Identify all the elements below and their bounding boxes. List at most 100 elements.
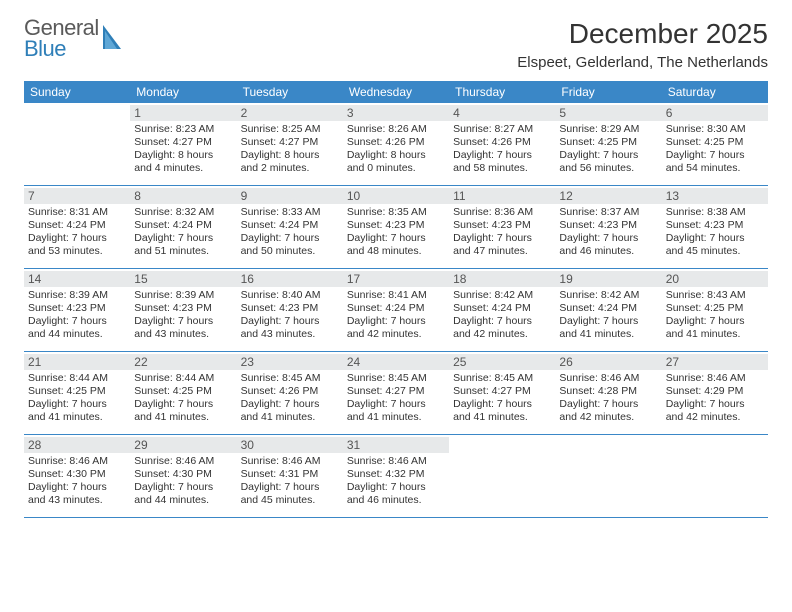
daylight-text: Daylight: 7 hours and 43 minutes. <box>28 481 126 507</box>
dow-tuesday: Tuesday <box>237 81 343 103</box>
daylight-text: Daylight: 7 hours and 44 minutes. <box>134 481 232 507</box>
day-cell: 31Sunrise: 8:46 AMSunset: 4:32 PMDayligh… <box>343 435 449 517</box>
sunset-text: Sunset: 4:24 PM <box>453 302 551 315</box>
sunrise-text: Sunrise: 8:43 AM <box>666 289 764 302</box>
sunrise-text: Sunrise: 8:35 AM <box>347 206 445 219</box>
day-cell <box>555 435 661 517</box>
sunrise-text: Sunrise: 8:42 AM <box>559 289 657 302</box>
day-details: Sunrise: 8:44 AMSunset: 4:25 PMDaylight:… <box>28 372 126 425</box>
day-number: 8 <box>130 188 236 204</box>
sunset-text: Sunset: 4:28 PM <box>559 385 657 398</box>
sunrise-text: Sunrise: 8:45 AM <box>241 372 339 385</box>
day-cell: 30Sunrise: 8:46 AMSunset: 4:31 PMDayligh… <box>237 435 343 517</box>
day-number: 31 <box>343 437 449 453</box>
day-details: Sunrise: 8:46 AMSunset: 4:29 PMDaylight:… <box>666 372 764 425</box>
day-number: 6 <box>662 105 768 121</box>
daylight-text: Daylight: 7 hours and 45 minutes. <box>666 232 764 258</box>
dow-thursday: Thursday <box>449 81 555 103</box>
day-cell <box>662 435 768 517</box>
day-details: Sunrise: 8:30 AMSunset: 4:25 PMDaylight:… <box>666 123 764 176</box>
day-of-week-header: SundayMondayTuesdayWednesdayThursdayFrid… <box>24 81 768 103</box>
day-details: Sunrise: 8:46 AMSunset: 4:30 PMDaylight:… <box>134 455 232 508</box>
day-cell <box>449 435 555 517</box>
day-number: 30 <box>237 437 343 453</box>
day-cell: 16Sunrise: 8:40 AMSunset: 4:23 PMDayligh… <box>237 269 343 351</box>
sunset-text: Sunset: 4:24 PM <box>559 302 657 315</box>
day-number: 19 <box>555 271 661 287</box>
day-cell: 18Sunrise: 8:42 AMSunset: 4:24 PMDayligh… <box>449 269 555 351</box>
day-details: Sunrise: 8:31 AMSunset: 4:24 PMDaylight:… <box>28 206 126 259</box>
sunset-text: Sunset: 4:27 PM <box>134 136 232 149</box>
sunrise-text: Sunrise: 8:45 AM <box>453 372 551 385</box>
sunrise-text: Sunrise: 8:46 AM <box>666 372 764 385</box>
sunset-text: Sunset: 4:25 PM <box>559 136 657 149</box>
sunset-text: Sunset: 4:23 PM <box>559 219 657 232</box>
day-details: Sunrise: 8:33 AMSunset: 4:24 PMDaylight:… <box>241 206 339 259</box>
sunrise-text: Sunrise: 8:37 AM <box>559 206 657 219</box>
day-cell <box>24 103 130 185</box>
sunset-text: Sunset: 4:32 PM <box>347 468 445 481</box>
daylight-text: Daylight: 7 hours and 48 minutes. <box>347 232 445 258</box>
day-number: 10 <box>343 188 449 204</box>
brand-text-blue: Blue <box>24 39 99 60</box>
day-number: 17 <box>343 271 449 287</box>
day-details: Sunrise: 8:26 AMSunset: 4:26 PMDaylight:… <box>347 123 445 176</box>
sunrise-text: Sunrise: 8:36 AM <box>453 206 551 219</box>
day-number: 25 <box>449 354 555 370</box>
day-details: Sunrise: 8:38 AMSunset: 4:23 PMDaylight:… <box>666 206 764 259</box>
daylight-text: Daylight: 7 hours and 41 minutes. <box>241 398 339 424</box>
sunrise-text: Sunrise: 8:32 AM <box>134 206 232 219</box>
sunrise-text: Sunrise: 8:40 AM <box>241 289 339 302</box>
sunset-text: Sunset: 4:31 PM <box>241 468 339 481</box>
day-number: 12 <box>555 188 661 204</box>
sunrise-text: Sunrise: 8:44 AM <box>28 372 126 385</box>
sunset-text: Sunset: 4:25 PM <box>666 136 764 149</box>
daylight-text: Daylight: 8 hours and 4 minutes. <box>134 149 232 175</box>
day-details: Sunrise: 8:41 AMSunset: 4:24 PMDaylight:… <box>347 289 445 342</box>
day-number: 27 <box>662 354 768 370</box>
sunset-text: Sunset: 4:24 PM <box>28 219 126 232</box>
day-details: Sunrise: 8:39 AMSunset: 4:23 PMDaylight:… <box>28 289 126 342</box>
week-row: 28Sunrise: 8:46 AMSunset: 4:30 PMDayligh… <box>24 435 768 518</box>
day-number: 16 <box>237 271 343 287</box>
day-cell: 8 Sunrise: 8:32 AMSunset: 4:24 PMDaylight… <box>130 186 236 268</box>
day-number: 14 <box>24 271 130 287</box>
sunrise-text: Sunrise: 8:30 AM <box>666 123 764 136</box>
sunset-text: Sunset: 4:27 PM <box>453 385 551 398</box>
dow-saturday: Saturday <box>662 81 768 103</box>
day-cell: 24Sunrise: 8:45 AMSunset: 4:27 PMDayligh… <box>343 352 449 434</box>
daylight-text: Daylight: 7 hours and 47 minutes. <box>453 232 551 258</box>
week-row: 7Sunrise: 8:31 AMSunset: 4:24 PMDaylight… <box>24 186 768 269</box>
sunset-text: Sunset: 4:23 PM <box>241 302 339 315</box>
sunrise-text: Sunrise: 8:29 AM <box>559 123 657 136</box>
day-number: 26 <box>555 354 661 370</box>
day-cell: 17 Sunrise: 8:41 AMSunset: 4:24 PMDayligh… <box>343 269 449 351</box>
day-number: 18 <box>449 271 555 287</box>
daylight-text: Daylight: 7 hours and 42 minutes. <box>666 398 764 424</box>
week-row: 14 Sunrise: 8:39 AMSunset: 4:23 PMDayligh… <box>24 269 768 352</box>
day-details: Sunrise: 8:32 AMSunset: 4:24 PMDaylight:… <box>134 206 232 259</box>
sunrise-text: Sunrise: 8:38 AM <box>666 206 764 219</box>
day-cell: 1Sunrise: 8:23 AMSunset: 4:27 PMDaylight… <box>130 103 236 185</box>
day-cell: 29Sunrise: 8:46 AMSunset: 4:30 PMDayligh… <box>130 435 236 517</box>
day-number: 11 <box>449 188 555 204</box>
day-cell: 5Sunrise: 8:29 AMSunset: 4:25 PMDaylight… <box>555 103 661 185</box>
day-number: 4 <box>449 105 555 121</box>
day-cell: 6 Sunrise: 8:30 AMSunset: 4:25 PMDaylight… <box>662 103 768 185</box>
day-cell: 19Sunrise: 8:42 AMSunset: 4:24 PMDayligh… <box>555 269 661 351</box>
sunrise-text: Sunrise: 8:39 AM <box>134 289 232 302</box>
day-cell: 20Sunrise: 8:43 AMSunset: 4:25 PMDayligh… <box>662 269 768 351</box>
day-details: Sunrise: 8:37 AMSunset: 4:23 PMDaylight:… <box>559 206 657 259</box>
sunset-text: Sunset: 4:25 PM <box>28 385 126 398</box>
day-number: 1 <box>130 105 236 121</box>
day-number: 28 <box>24 437 130 453</box>
dow-friday: Friday <box>555 81 661 103</box>
sunset-text: Sunset: 4:27 PM <box>347 385 445 398</box>
sunset-text: Sunset: 4:23 PM <box>453 219 551 232</box>
day-details: Sunrise: 8:45 AMSunset: 4:26 PMDaylight:… <box>241 372 339 425</box>
day-number: 3 <box>343 105 449 121</box>
daylight-text: Daylight: 8 hours and 0 minutes. <box>347 149 445 175</box>
daylight-text: Daylight: 7 hours and 42 minutes. <box>559 398 657 424</box>
day-details: Sunrise: 8:35 AMSunset: 4:23 PMDaylight:… <box>347 206 445 259</box>
sunset-text: Sunset: 4:26 PM <box>347 136 445 149</box>
